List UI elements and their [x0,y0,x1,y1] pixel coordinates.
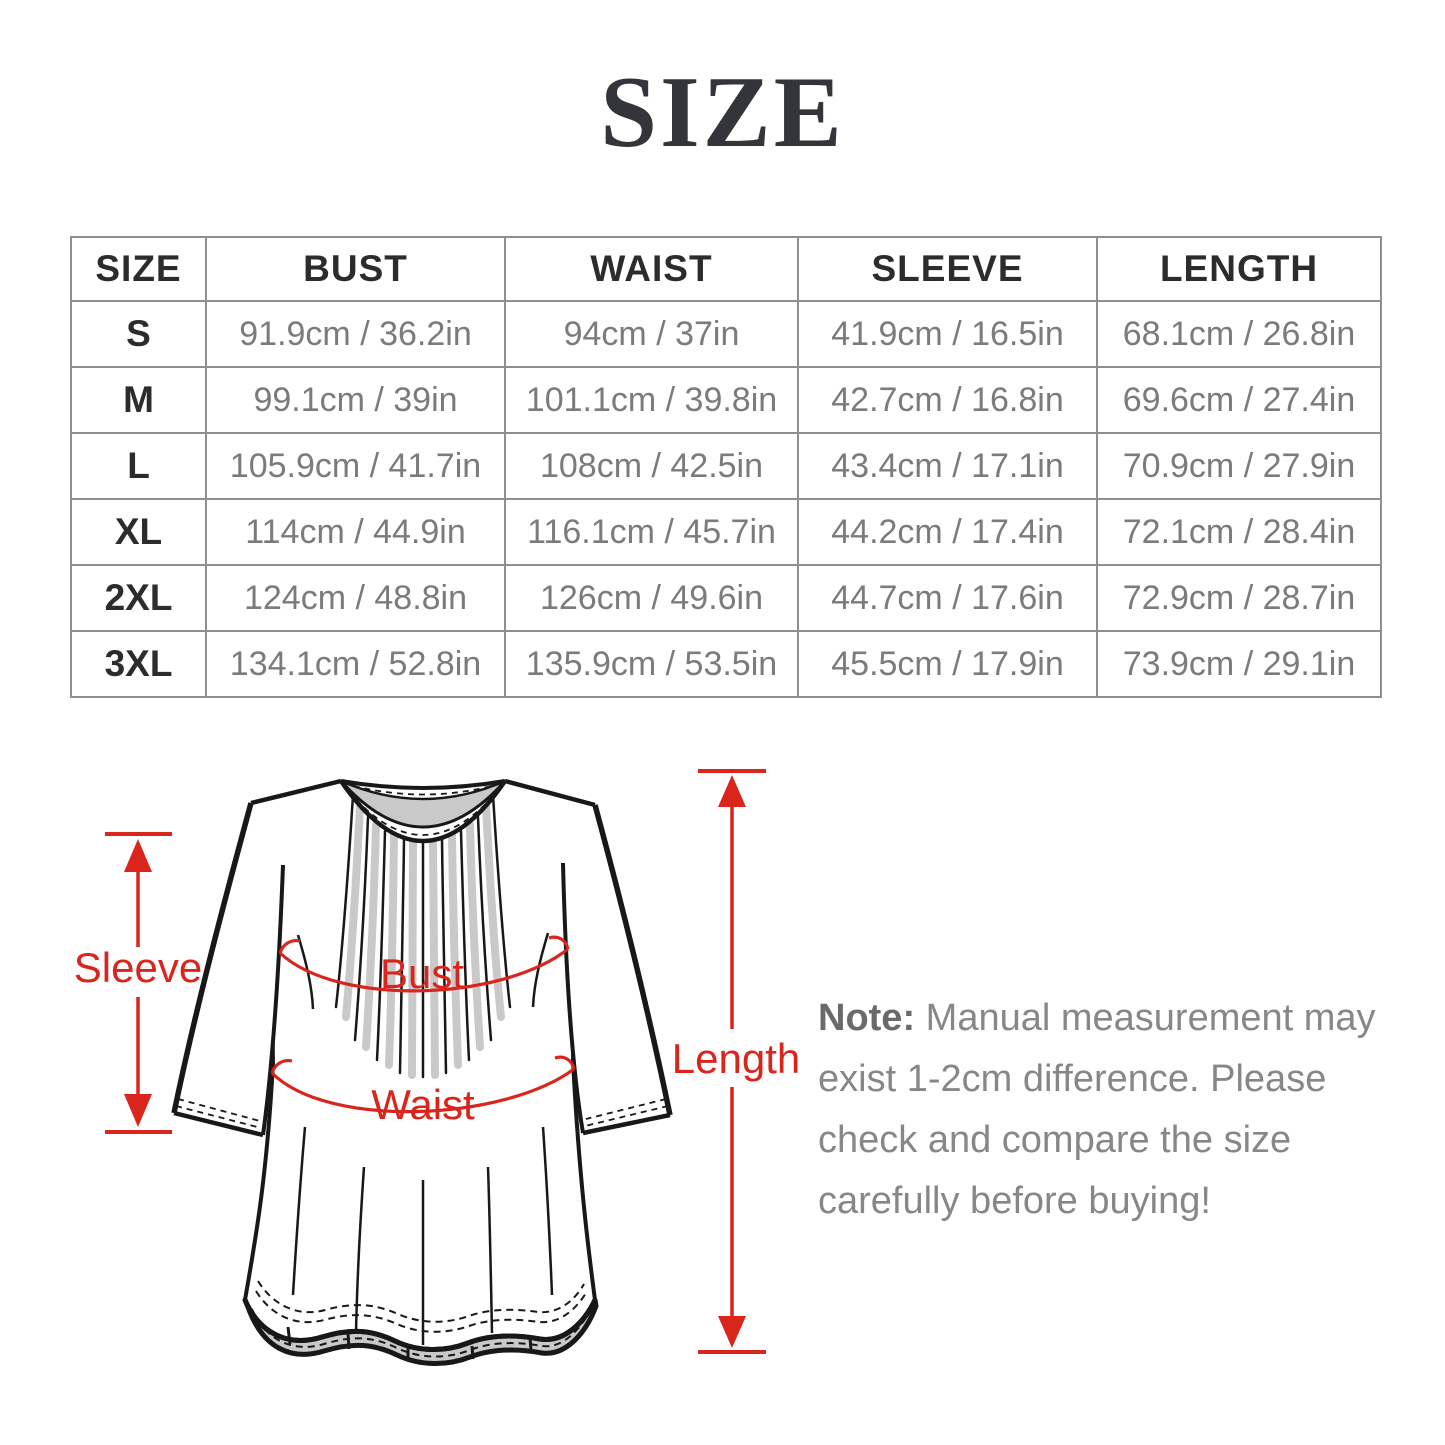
waist-line [270,1055,576,1114]
note-block: Note: Manual measurement may exist 1-2cm… [818,988,1378,1232]
cell-sleeve: 45.5cm / 17.9in [797,630,1098,698]
note-line: exist 1-2cm difference. Please [818,1058,1327,1100]
cell-waist: 135.9cm / 53.5in [504,630,799,698]
page-title: SIZE [600,56,845,169]
table-row: 3XL 134.1cm / 52.8in 135.9cm / 53.5in 45… [70,630,1382,698]
cell-length: 68.1cm / 26.8in [1096,300,1382,368]
garment-diagram: Sleeve Length Bust Waist [60,755,820,1415]
cell-length: 70.9cm / 27.9in [1096,432,1382,500]
cell-bust: 91.9cm / 36.2in [205,300,506,368]
note-line: carefully before buying! [818,1180,1211,1222]
cell-length: 73.9cm / 29.1in [1096,630,1382,698]
table-row: 2XL 124cm / 48.8in 126cm / 49.6in 44.7cm… [70,564,1382,632]
note-label: Note: [818,997,916,1039]
cell-bust: 134.1cm / 52.8in [205,630,506,698]
pleat-lines [334,793,512,1079]
length-label: Length [672,1035,800,1082]
cell-bust: 114cm / 44.9in [205,498,506,566]
table-row: M 99.1cm / 39in 101.1cm / 39.8in 42.7cm … [70,366,1382,434]
cell-waist: 126cm / 49.6in [504,564,799,632]
measurement-labels: Sleeve Length Bust Waist [74,944,800,1128]
cell-size: 2XL [70,564,207,632]
cell-sleeve: 43.4cm / 17.1in [797,432,1098,500]
header-bust: BUST [205,236,506,302]
cell-waist: 101.1cm / 39.8in [504,366,799,434]
header-sleeve: SLEEVE [797,236,1098,302]
cell-sleeve: 41.9cm / 16.5in [797,300,1098,368]
header-length: LENGTH [1096,236,1382,302]
cell-size: XL [70,498,207,566]
pleat-shadows [342,801,505,1079]
cell-bust: 124cm / 48.8in [205,564,506,632]
note-text: Manual measurement may [925,997,1376,1039]
cell-length: 72.9cm / 28.7in [1096,564,1382,632]
table-header-row: SIZE BUST WAIST SLEEVE LENGTH [70,236,1382,302]
cell-size: M [70,366,207,434]
waist-label: Waist [371,1081,475,1128]
size-table: SIZE BUST WAIST SLEEVE LENGTH S 91.9cm /… [70,236,1382,698]
cell-bust: 105.9cm / 41.7in [205,432,506,500]
cell-size: 3XL [70,630,207,698]
cell-waist: 108cm / 42.5in [504,432,799,500]
note-line: check and compare the size [818,1119,1292,1161]
bust-label: Bust [380,950,464,997]
cell-bust: 99.1cm / 39in [205,366,506,434]
header-size: SIZE [70,236,207,302]
cell-size: L [70,432,207,500]
table-row: S 91.9cm / 36.2in 94cm / 37in 41.9cm / 1… [70,300,1382,368]
header-waist: WAIST [504,236,799,302]
sleeve-label: Sleeve [74,944,202,991]
cell-length: 69.6cm / 27.4in [1096,366,1382,434]
cell-sleeve: 42.7cm / 16.8in [797,366,1098,434]
cell-size: S [70,300,207,368]
length-arrow [698,769,766,1354]
table-row: L 105.9cm / 41.7in 108cm / 42.5in 43.4cm… [70,432,1382,500]
table-row: XL 114cm / 44.9in 116.1cm / 45.7in 44.2c… [70,498,1382,566]
cell-waist: 116.1cm / 45.7in [504,498,799,566]
measurement-annotations [105,769,766,1354]
cell-sleeve: 44.7cm / 17.6in [797,564,1098,632]
garment-illustration [171,778,673,1366]
cell-sleeve: 44.2cm / 17.4in [797,498,1098,566]
bust-line [278,935,570,993]
cell-waist: 94cm / 37in [504,300,799,368]
note-line: Note: Manual measurement may [818,988,1378,1049]
cell-length: 72.1cm / 28.4in [1096,498,1382,566]
sleeve-arrow [105,832,172,1134]
